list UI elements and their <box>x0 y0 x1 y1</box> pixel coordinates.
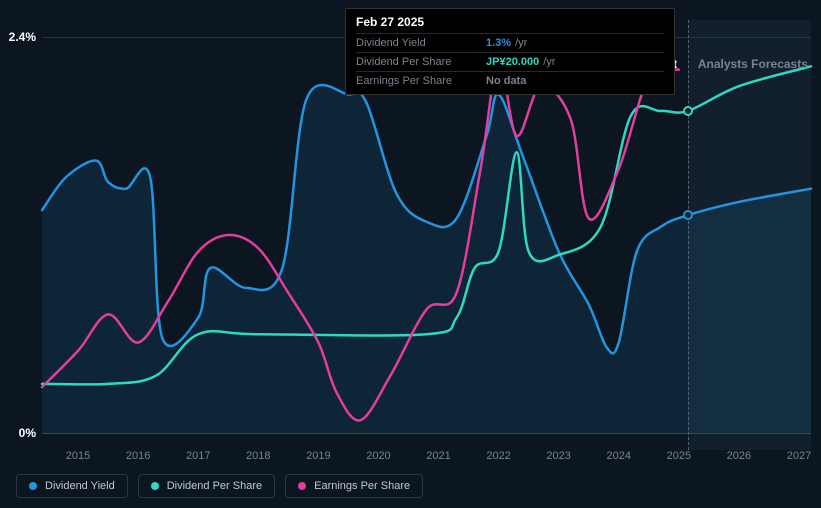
x-axis: 2015 2016 2017 2018 2019 2020 2021 2022 2023 2024… <box>42 450 811 470</box>
x-axis-label: 2020 <box>366 450 390 462</box>
tooltip-row-value: No data <box>486 75 526 87</box>
tooltip-row-label: Dividend Yield <box>356 37 486 49</box>
dividend-yield-marker <box>683 210 693 220</box>
dividend-per-share-marker <box>683 106 693 116</box>
x-axis-label: 2019 <box>306 450 330 462</box>
x-axis-label: 2026 <box>727 450 751 462</box>
legend-dot-icon <box>151 482 159 490</box>
forecast-label: Analysts Forecasts <box>698 57 808 71</box>
tooltip-row: Earnings Per ShareNo data <box>356 71 664 90</box>
x-axis-label: 2022 <box>486 450 510 462</box>
tooltip-row-label: Earnings Per Share <box>356 75 486 87</box>
tooltip-date: Feb 27 2025 <box>356 15 664 33</box>
cursor-line <box>688 20 689 450</box>
tooltip-row: Dividend Yield1.3% /yr <box>356 33 664 52</box>
dividend-yield-area <box>42 85 811 434</box>
chart-tooltip: Feb 27 2025 Dividend Yield1.3%/yrDividen… <box>345 8 675 95</box>
gridline <box>42 433 811 434</box>
tooltip-row-label: Dividend Per Share <box>356 56 486 68</box>
x-axis-label: 2018 <box>246 450 270 462</box>
legend-dot-icon <box>298 482 306 490</box>
x-axis-label: 2025 <box>667 450 691 462</box>
x-axis-label: 2024 <box>607 450 631 462</box>
legend-dot-icon <box>29 482 37 490</box>
legend-item[interactable]: Earnings Per Share <box>285 474 423 498</box>
tooltip-row-unit: /yr <box>543 56 555 68</box>
tooltip-row-value: JP¥20.000 <box>486 56 539 68</box>
x-axis-label: 2023 <box>546 450 570 462</box>
tooltip-row-unit: /yr <box>515 37 527 49</box>
legend-item[interactable]: Dividend Yield <box>16 474 128 498</box>
x-axis-label: 2021 <box>426 450 450 462</box>
tooltip-row: Dividend Per ShareJP¥20.000/yr <box>356 52 664 71</box>
x-axis-label: 2017 <box>186 450 210 462</box>
dividend-chart: 0%2.4%PastAnalysts Forecasts 20152016201… <box>0 0 821 508</box>
y-axis-label: 0% <box>19 426 36 440</box>
legend-label: Earnings Per Share <box>314 480 410 492</box>
legend-label: Dividend Per Share <box>167 480 262 492</box>
legend-label: Dividend Yield <box>45 480 115 492</box>
tooltip-row-value: 1.3% <box>486 37 511 49</box>
x-axis-label: 2027 <box>787 450 811 462</box>
x-axis-label: 2016 <box>126 450 150 462</box>
legend-item[interactable]: Dividend Per Share <box>138 474 275 498</box>
x-axis-label: 2015 <box>66 450 90 462</box>
chart-legend: Dividend Yield Dividend Per Share Earnings… <box>16 474 423 498</box>
y-axis-label: 2.4% <box>9 30 36 44</box>
